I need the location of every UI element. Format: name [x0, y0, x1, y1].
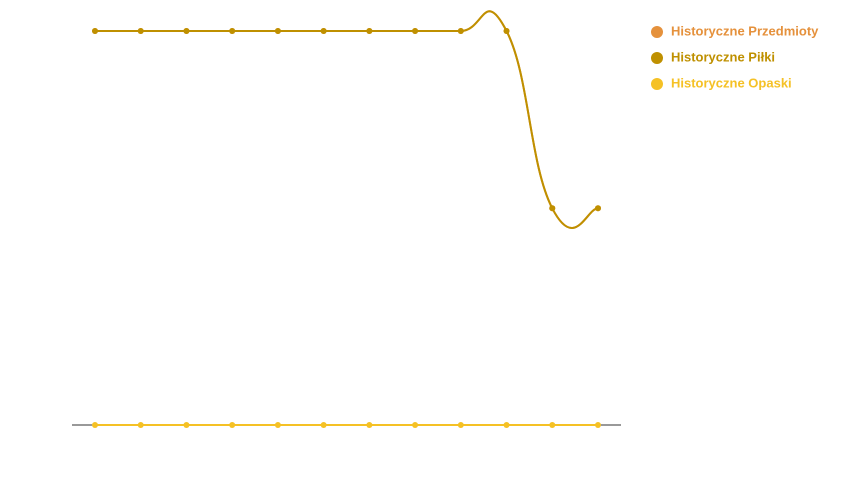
data-point	[320, 422, 327, 428]
data-point	[92, 422, 98, 428]
data-point	[183, 28, 190, 34]
legend-label: Historyczne Piłki	[671, 49, 775, 64]
data-point	[457, 422, 464, 428]
series-line	[95, 10, 599, 229]
data-point	[274, 28, 281, 34]
data-point	[137, 422, 144, 428]
data-point	[229, 422, 236, 428]
data-point	[549, 422, 556, 428]
legend-item[interactable]: Historyczne Opaski	[651, 75, 792, 90]
data-point	[412, 28, 419, 34]
data-point	[412, 422, 419, 428]
data-point	[229, 28, 236, 34]
legend-label: Historyczne Opaski	[671, 75, 792, 90]
data-point	[366, 28, 373, 34]
legend-item[interactable]: Historyczne Piłki	[651, 49, 775, 64]
legend-label: Historyczne Przedmioty	[671, 23, 819, 38]
data-point	[366, 422, 373, 428]
data-point	[549, 205, 556, 212]
data-point	[503, 422, 510, 428]
data-point	[503, 28, 510, 34]
data-point	[137, 28, 144, 34]
legend-marker	[651, 78, 663, 90]
data-point	[274, 422, 281, 428]
legend-item[interactable]: Historyczne Przedmioty	[651, 23, 819, 38]
data-point	[595, 205, 601, 212]
data-point	[595, 422, 601, 428]
data-point	[183, 422, 190, 428]
data-point	[92, 28, 98, 34]
data-point	[320, 28, 327, 34]
data-point	[457, 28, 464, 34]
legend-marker	[651, 52, 663, 64]
series-line	[95, 10, 599, 229]
legend-marker	[651, 26, 663, 38]
